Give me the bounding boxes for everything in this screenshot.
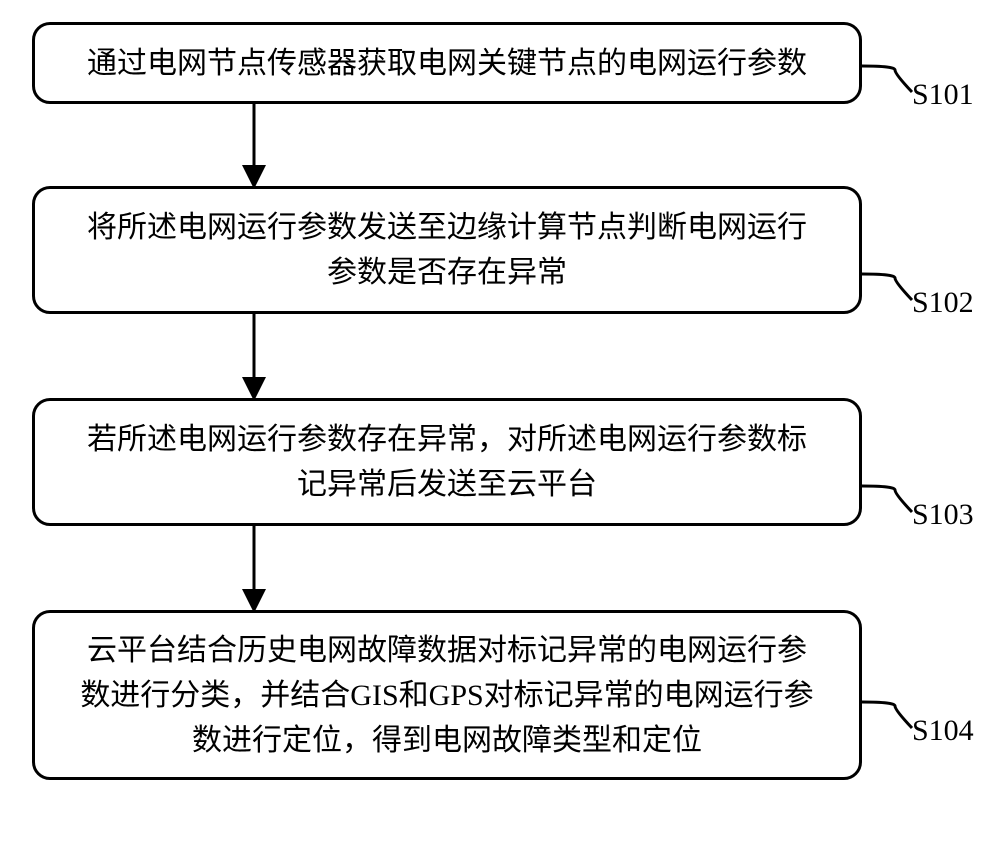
step-text-3: 若所述电网运行参数存在异常，对所述电网运行参数标 记异常后发送至云平台 bbox=[87, 417, 807, 507]
step-label-s102: S102 bbox=[912, 286, 974, 320]
step-label-s103: S103 bbox=[912, 498, 974, 532]
step-text-2: 将所述电网运行参数发送至边缘计算节点判断电网运行 参数是否存在异常 bbox=[87, 205, 807, 295]
step-box-1: 通过电网节点传感器获取电网关键节点的电网运行参数 bbox=[32, 22, 862, 104]
step-box-2: 将所述电网运行参数发送至边缘计算节点判断电网运行 参数是否存在异常 bbox=[32, 186, 862, 314]
step-box-3: 若所述电网运行参数存在异常，对所述电网运行参数标 记异常后发送至云平台 bbox=[32, 398, 862, 526]
step-text-1: 通过电网节点传感器获取电网关键节点的电网运行参数 bbox=[87, 41, 807, 86]
step-box-4: 云平台结合历史电网故障数据对标记异常的电网运行参 数进行分类，并结合GIS和GP… bbox=[32, 610, 862, 780]
step-text-4: 云平台结合历史电网故障数据对标记异常的电网运行参 数进行分类，并结合GIS和GP… bbox=[80, 628, 813, 763]
step-label-s101: S101 bbox=[912, 78, 974, 112]
step-label-s104: S104 bbox=[912, 714, 974, 748]
flowchart-canvas: 通过电网节点传感器获取电网关键节点的电网运行参数 将所述电网运行参数发送至边缘计… bbox=[0, 0, 1000, 842]
